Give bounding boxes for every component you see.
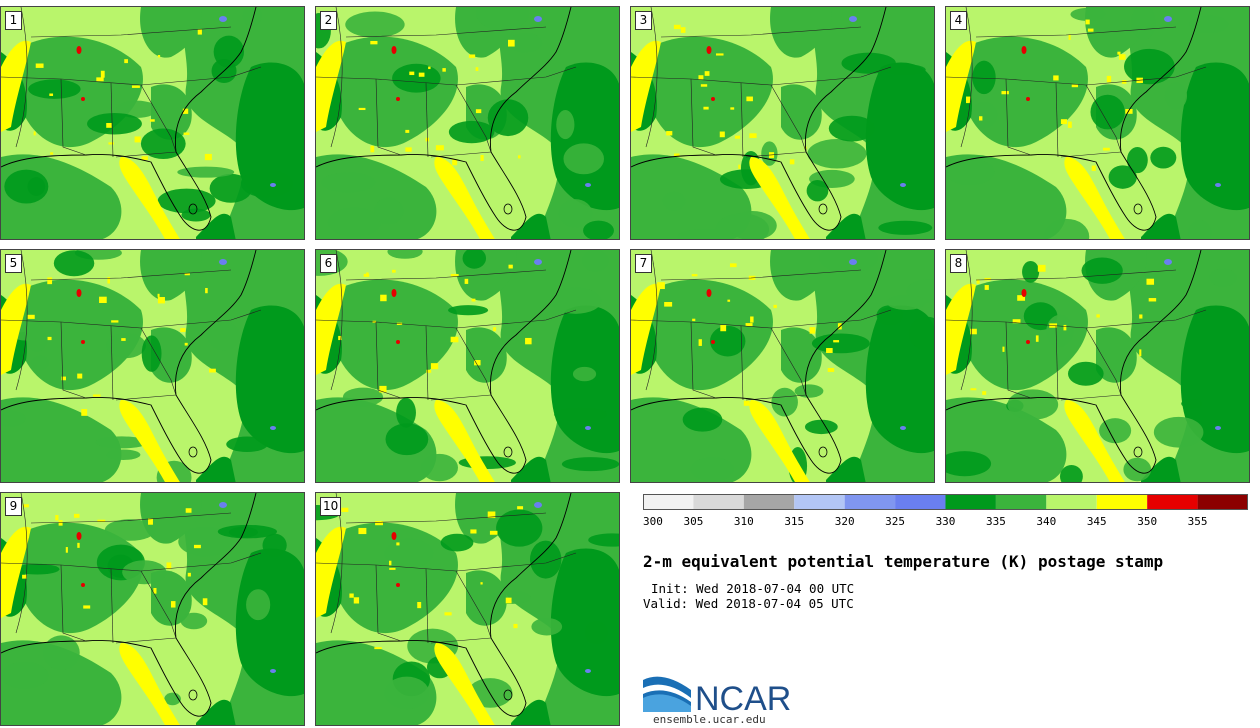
colorbar-tick-label: 310 xyxy=(734,515,754,528)
member-map xyxy=(946,250,1249,482)
member-map xyxy=(631,7,934,239)
postage-stamp-panel: 2 xyxy=(315,6,620,240)
postage-stamp-panel: 6 xyxy=(315,249,620,483)
valid-time: Valid: Wed 2018-07-04 05 UTC xyxy=(643,596,854,611)
colorbar-bin xyxy=(995,494,1047,510)
colorbar-tick-label: 330 xyxy=(936,515,956,528)
chart-title: 2-m equivalent potential temperature (K)… xyxy=(643,552,1164,571)
member-number-label: 5 xyxy=(5,254,22,273)
colorbar-tick-label: 320 xyxy=(835,515,855,528)
colorbar-tick-label: 355 xyxy=(1188,515,1208,528)
colorbar-tick-label: 335 xyxy=(986,515,1006,528)
colorbar-bin xyxy=(693,494,744,510)
colorbar-bin xyxy=(1197,494,1248,510)
colorbar-tick-label: 340 xyxy=(1036,515,1056,528)
postage-stamp-panel: 1 xyxy=(0,6,305,240)
colorbar-bin xyxy=(1096,494,1148,510)
postage-stamp-panel: 3 xyxy=(630,6,935,240)
member-map xyxy=(946,7,1249,239)
colorbar-bin xyxy=(1147,494,1198,510)
member-number-label: 4 xyxy=(950,11,967,30)
member-map xyxy=(1,493,304,725)
colorbar-tick-label: 305 xyxy=(683,515,703,528)
member-map xyxy=(631,250,934,482)
colorbar-tick-label: 315 xyxy=(784,515,804,528)
postage-stamp-panel: 10 xyxy=(315,492,620,726)
member-map xyxy=(316,7,619,239)
colorbar-tick-label: 345 xyxy=(1087,515,1107,528)
colorbar-bin xyxy=(844,494,896,510)
colorbar-bin xyxy=(794,494,845,510)
member-number-label: 1 xyxy=(5,11,22,30)
member-number-label: 8 xyxy=(950,254,967,273)
postage-stamp-panel: 9 xyxy=(0,492,305,726)
member-map xyxy=(1,250,304,482)
colorbar-tick-label: 300 xyxy=(643,515,663,528)
colorbar-tick-label: 325 xyxy=(885,515,905,528)
ncar-logo: NCAR xyxy=(643,676,791,718)
logo-text: NCAR xyxy=(695,680,791,718)
member-number-label: 6 xyxy=(320,254,337,273)
postage-stamp-panel: 8 xyxy=(945,249,1250,483)
member-map xyxy=(316,250,619,482)
colorbar-bin xyxy=(643,494,694,510)
member-number-label: 9 xyxy=(5,497,22,516)
member-number-label: 2 xyxy=(320,11,337,30)
colorbar-bin xyxy=(945,494,996,510)
postage-stamp-panel: 4 xyxy=(945,6,1250,240)
colorbar-bin xyxy=(743,494,795,510)
member-number-label: 3 xyxy=(635,11,652,30)
colorbar-bin xyxy=(1046,494,1097,510)
member-number-label: 10 xyxy=(320,497,342,516)
site-url: ensemble.ucar.edu xyxy=(653,713,766,726)
member-map xyxy=(316,493,619,725)
member-map xyxy=(1,7,304,239)
postage-stamp-panel: 5 xyxy=(0,249,305,483)
colorbar-bin xyxy=(895,494,946,510)
postage-stamp-panel: 7 xyxy=(630,249,935,483)
member-number-label: 7 xyxy=(635,254,652,273)
init-time: Init: Wed 2018-07-04 00 UTC xyxy=(651,581,855,596)
colorbar: 300 305 310 315 320 325 330 335 340 345 350 355 xyxy=(643,494,1248,528)
colorbar-tick-label: 350 xyxy=(1137,515,1157,528)
